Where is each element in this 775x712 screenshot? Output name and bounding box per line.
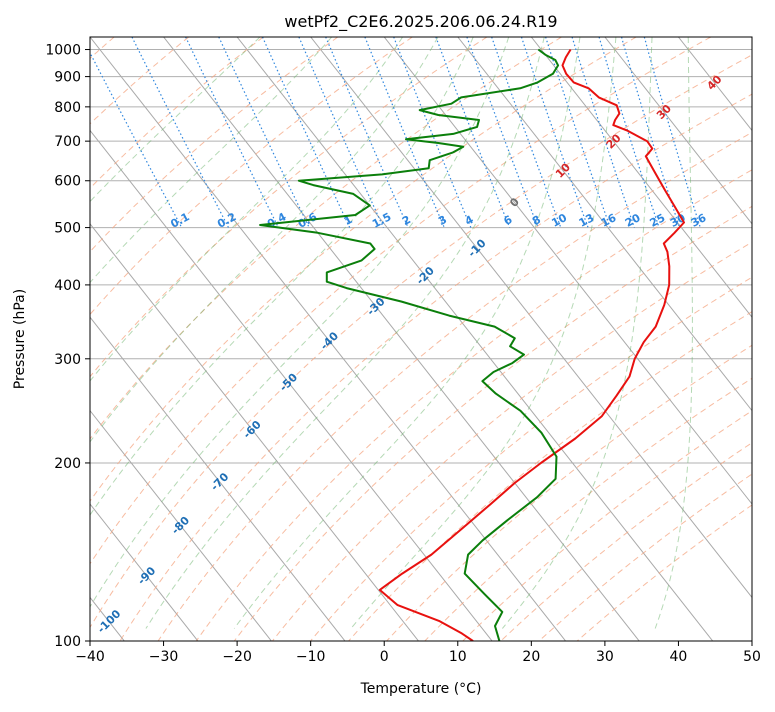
y-tick-label: 500 — [54, 221, 81, 237]
chart-title: wetPf2_C2E6.2025.206.06.24.R19 — [284, 12, 557, 32]
y-axis-label: Pressure (hPa) — [12, 289, 28, 389]
y-tick-label: 700 — [54, 134, 81, 150]
x-tick-label: 20 — [522, 649, 540, 665]
y-tick-label: 800 — [54, 100, 81, 116]
x-tick-label: −10 — [296, 649, 326, 665]
y-tick-label: 900 — [54, 70, 81, 86]
x-axis-label: Temperature (°C) — [360, 681, 482, 697]
x-tick-label: 0 — [380, 649, 389, 665]
y-tick-label: 400 — [54, 278, 81, 294]
x-tick-label: 40 — [670, 649, 688, 665]
x-tick-label: −30 — [149, 649, 179, 665]
y-tick-label: 100 — [54, 634, 81, 650]
x-tick-label: 30 — [596, 649, 614, 665]
x-tick-label: −40 — [75, 649, 105, 665]
y-tick-label: 200 — [54, 456, 81, 472]
x-tick-label: 10 — [449, 649, 467, 665]
x-tick-label: 50 — [743, 649, 761, 665]
x-tick-label: −20 — [222, 649, 252, 665]
y-tick-label: 1000 — [45, 43, 81, 59]
y-tick-label: 300 — [54, 352, 81, 368]
y-tick-label: 600 — [54, 174, 81, 190]
